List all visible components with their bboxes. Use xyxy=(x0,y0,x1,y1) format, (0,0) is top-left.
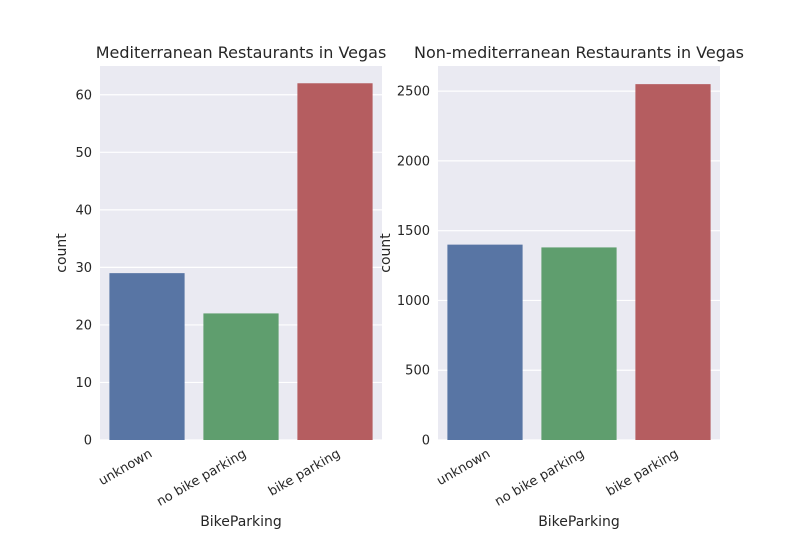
x-tick-label: no bike parking xyxy=(154,446,249,509)
bar-bike-parking xyxy=(297,83,373,440)
x-tick-label: no bike parking xyxy=(492,446,587,509)
y-tick-label: 30 xyxy=(75,261,92,276)
y-tick-label: 0 xyxy=(422,434,430,449)
x-tick-label: bike parking xyxy=(604,446,681,499)
x-axis-label: BikeParking xyxy=(200,514,282,530)
y-tick-label: 10 xyxy=(75,376,92,391)
bar-bike-parking xyxy=(635,84,711,441)
y-tick-label: 1500 xyxy=(397,224,430,239)
x-tick-label: unknown xyxy=(96,446,155,489)
bar-no-bike-parking xyxy=(203,313,279,440)
chart-title: Mediterranean Restaurants in Vegas xyxy=(96,43,387,62)
bar-no-bike-parking xyxy=(541,247,617,440)
chart-mediterranean: 0 10 20 30 40 50 60 unknown no bike parking bike … xyxy=(54,43,386,530)
y-tick-label: 60 xyxy=(75,88,92,103)
y-axis-label: count xyxy=(54,233,70,273)
y-tick-label: 500 xyxy=(405,364,430,379)
chart-title: Non-mediterranean Restaurants in Vegas xyxy=(414,43,744,62)
bar-unknown xyxy=(447,244,523,440)
y-tick-label: 2500 xyxy=(397,85,430,100)
y-tick-label: 40 xyxy=(75,203,92,218)
y-tick-label: 50 xyxy=(75,146,92,161)
y-tick-label: 20 xyxy=(75,318,92,333)
y-tick-label: 1000 xyxy=(397,294,430,309)
y-axis-label: count xyxy=(378,233,394,273)
x-axis-label: BikeParking xyxy=(538,514,620,530)
chart-non-mediterranean: 0 500 1000 1500 2000 2500 unknown no bike parki… xyxy=(378,43,744,530)
y-tick-label: 2000 xyxy=(397,154,430,169)
y-tick-label: 0 xyxy=(84,434,92,449)
x-tick-label: unknown xyxy=(434,446,493,489)
bar-unknown xyxy=(109,273,185,440)
x-tick-label: bike parking xyxy=(266,446,343,499)
